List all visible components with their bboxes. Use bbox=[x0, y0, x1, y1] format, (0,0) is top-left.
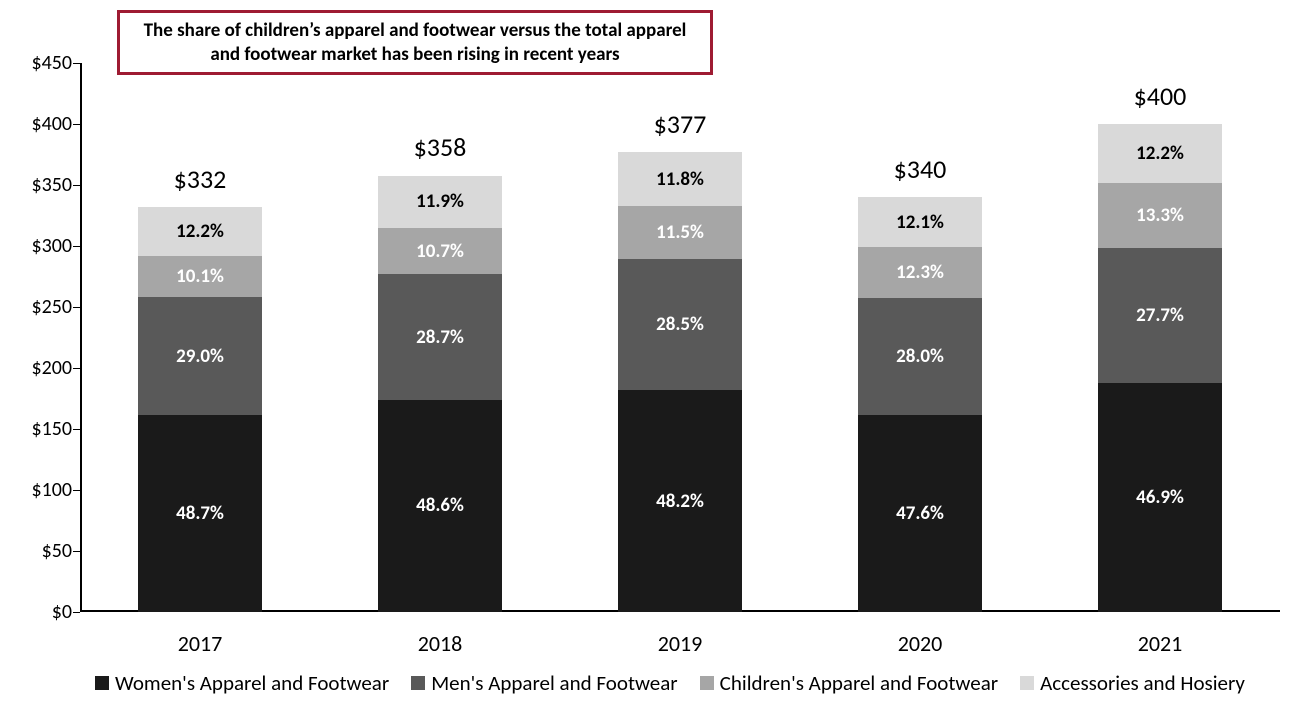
x-category-label: 2019 bbox=[658, 630, 703, 657]
legend-item-men: Men's Apparel and Footwear bbox=[411, 670, 677, 696]
bar-segment-children: 13.3% bbox=[1098, 183, 1223, 248]
y-tick-label: $200 bbox=[31, 356, 80, 380]
y-tick-label: $150 bbox=[31, 417, 80, 441]
bar-segment-children: 11.5% bbox=[618, 206, 743, 259]
legend-label: Women's Apparel and Footwear bbox=[115, 670, 389, 696]
bar-segment-men: 28.0% bbox=[858, 298, 983, 414]
bar-segment-women: 48.7% bbox=[138, 415, 263, 612]
x-category-label: 2018 bbox=[418, 630, 463, 657]
bar-segment-women: 46.9% bbox=[1098, 383, 1223, 612]
legend-swatch bbox=[1020, 676, 1034, 690]
chart-callout: The share of children’s apparel and foot… bbox=[117, 10, 713, 75]
bar-group: 48.7%29.0%10.1%12.2%$332 bbox=[138, 207, 263, 612]
bar-segment-accessories: 12.2% bbox=[1098, 124, 1223, 184]
bar-total-label: $332 bbox=[174, 163, 227, 195]
chart-legend: Women's Apparel and Footwear Men's Appare… bbox=[60, 670, 1280, 696]
bar-total-label: $340 bbox=[894, 153, 947, 185]
bar-segment-men: 28.7% bbox=[378, 274, 503, 399]
y-tick-label: $300 bbox=[31, 234, 80, 258]
y-tick-label: $250 bbox=[31, 295, 80, 319]
y-tick-label: $350 bbox=[31, 173, 80, 197]
bar-segment-accessories: 11.9% bbox=[378, 176, 503, 228]
plot-area: $0$50$100$150$200$250$300$350$400$45048.… bbox=[80, 63, 1280, 612]
y-tick-label: $450 bbox=[31, 51, 80, 75]
bar-group: 48.2%28.5%11.5%11.8%$377 bbox=[618, 152, 743, 612]
bar-group: 48.6%28.7%10.7%11.9%$358 bbox=[378, 175, 503, 612]
bar-group: 46.9%27.7%13.3%12.2%$400 bbox=[1098, 124, 1223, 612]
legend-label: Children's Apparel and Footwear bbox=[720, 670, 998, 696]
legend-item-accessories: Accessories and Hosiery bbox=[1020, 670, 1245, 696]
legend-swatch bbox=[700, 676, 714, 690]
x-category-label: 2020 bbox=[898, 630, 943, 657]
bar-segment-accessories: 12.2% bbox=[138, 207, 263, 256]
bar-segment-men: 29.0% bbox=[138, 297, 263, 414]
y-tick-label: $100 bbox=[31, 478, 80, 502]
legend-label: Accessories and Hosiery bbox=[1040, 670, 1245, 696]
bar-total-label: $400 bbox=[1134, 80, 1187, 112]
bar-segment-accessories: 12.1% bbox=[858, 197, 983, 247]
legend-swatch bbox=[411, 676, 425, 690]
bar-segment-women: 48.2% bbox=[618, 390, 743, 612]
bar-segment-accessories: 11.8% bbox=[618, 152, 743, 206]
y-tick-label: $50 bbox=[42, 539, 80, 563]
bar-segment-children: 10.1% bbox=[138, 256, 263, 297]
bar-segment-children: 12.3% bbox=[858, 247, 983, 298]
x-category-label: 2017 bbox=[178, 630, 223, 657]
bar-segment-men: 28.5% bbox=[618, 259, 743, 390]
legend-item-women: Women's Apparel and Footwear bbox=[95, 670, 389, 696]
y-tick-label: $400 bbox=[31, 112, 80, 136]
bar-segment-men: 27.7% bbox=[1098, 248, 1223, 383]
apparel-market-stacked-bar-chart: $0 $50 $100 $150 $200 $250 $300 $350 $400 $450 48.… bbox=[0, 0, 1299, 707]
legend-swatch bbox=[95, 676, 109, 690]
bar-segment-children: 10.7% bbox=[378, 228, 503, 275]
legend-label: Men's Apparel and Footwear bbox=[431, 670, 677, 696]
legend-item-children: Children's Apparel and Footwear bbox=[700, 670, 998, 696]
bar-segment-women: 47.6% bbox=[858, 415, 983, 612]
x-category-label: 2021 bbox=[1138, 630, 1183, 657]
y-tick-label: $0 bbox=[52, 600, 80, 624]
y-axis-line bbox=[80, 63, 82, 612]
bar-group: 47.6%28.0%12.3%12.1%$340 bbox=[858, 197, 983, 612]
bar-segment-women: 48.6% bbox=[378, 400, 503, 612]
bar-total-label: $358 bbox=[414, 131, 467, 163]
bar-total-label: $377 bbox=[654, 108, 707, 140]
